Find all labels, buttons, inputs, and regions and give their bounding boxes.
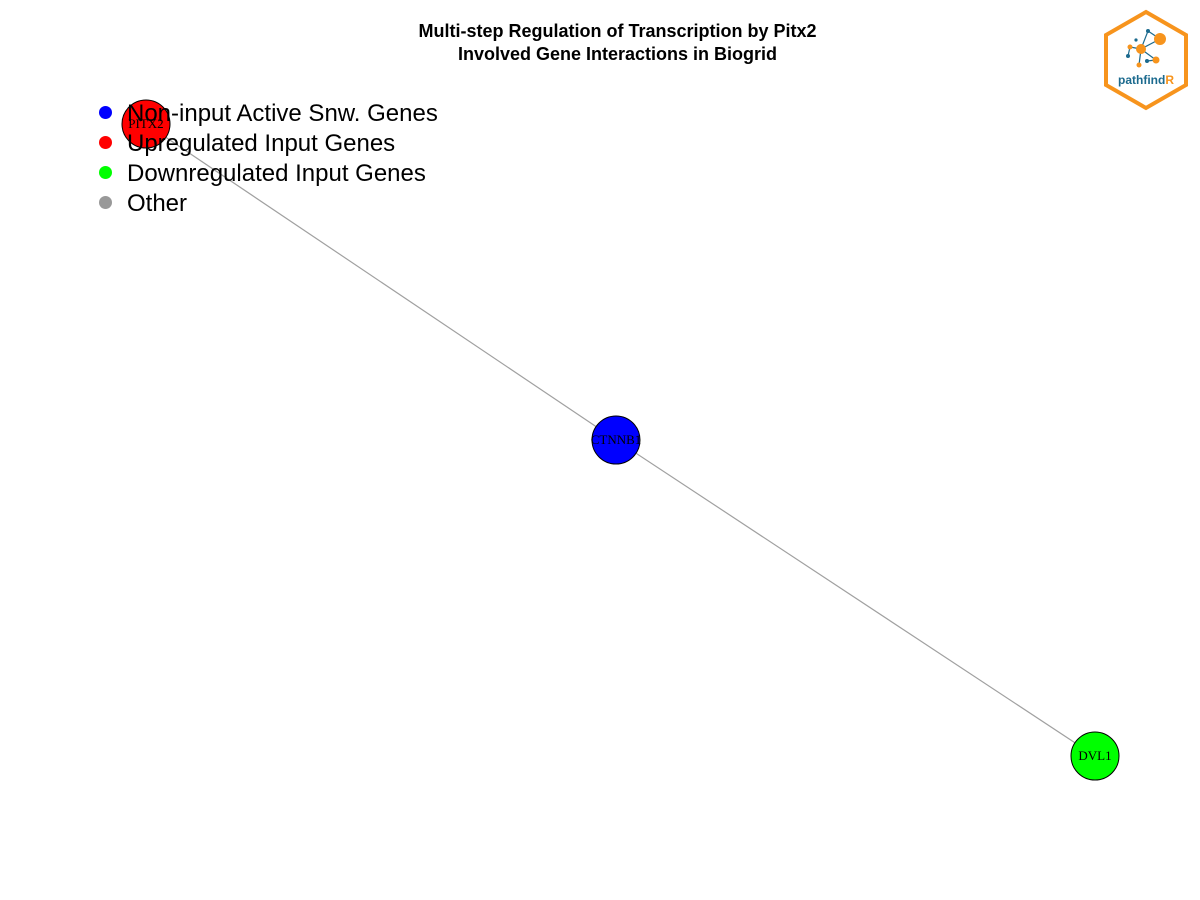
edges-layer	[145, 123, 1096, 757]
legend-label: Downregulated Input Genes	[127, 160, 426, 187]
node-circle	[121, 99, 171, 149]
legend-label: Upregulated Input Genes	[127, 130, 396, 157]
edge-pitx2-ctnnb1	[145, 123, 617, 441]
chart-title-line-2: Involved Gene Interactions in Biogrid	[457, 44, 778, 64]
node-pitx2: PITX2	[121, 99, 171, 149]
node-label: DVL1	[1078, 748, 1111, 763]
node-label: CTNNB1	[591, 432, 642, 447]
svg-text:pathfindR: pathfindR	[1118, 73, 1174, 87]
node-circle	[591, 415, 641, 465]
legend-marker	[99, 136, 112, 149]
node-dvl1: DVL1	[1070, 731, 1120, 781]
legend-label: Other	[127, 190, 188, 217]
legend-marker	[99, 196, 112, 209]
edge-ctnnb1-dvl1	[615, 439, 1096, 757]
node-label: PITX2	[128, 116, 163, 131]
pathfindr-logo: pathfindR	[1100, 8, 1192, 112]
legend-label: Non-input Active Snw. Genes	[127, 100, 438, 127]
node-ctnnb1: CTNNB1	[591, 415, 642, 465]
logo-text-main: pathfind	[1118, 73, 1165, 87]
logo-text-accent: R	[1165, 73, 1174, 87]
node-circle	[1070, 731, 1120, 781]
legend-marker	[99, 106, 112, 119]
chart-title-line-1: Multi-step Regulation of Transcription b…	[418, 21, 817, 41]
legend-marker	[99, 166, 112, 179]
nodes-layer: PITX2 CTNNB1 DVL1	[121, 99, 1120, 781]
chart-title: Multi-step Regulation of Transcription b…	[0, 20, 1200, 66]
